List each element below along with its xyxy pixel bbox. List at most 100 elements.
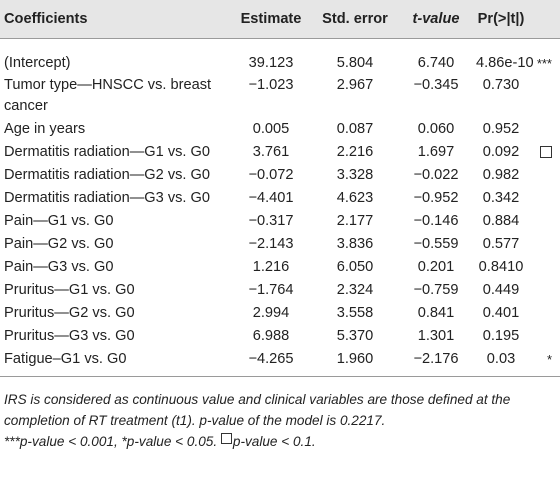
cell-significance: *** [536,55,552,71]
table-row: Dermatitis radiation—G2 vs. G0 −0.072 3.32… [0,164,560,187]
header-estimate: Estimate [232,0,310,39]
cell-estimate: 2.994 [252,304,290,321]
cell-significance [530,164,560,187]
table-row: Dermatitis radiation—G3 vs. G0 −4.401 4.62… [0,187,560,210]
table-row: Pain—G1 vs. G0 −0.317 2.177 −0.146 0.884 [0,210,560,233]
cell-significance [530,233,560,256]
table-row: Pruritus—G3 vs. G0 6.988 5.370 1.301 0.195 [0,325,560,348]
cell-coefficient-name: Pruritus—G3 vs. G0 [4,327,135,344]
cell-estimate: 1.216 [252,258,290,275]
cell-std-error: 5.370 [336,327,374,344]
cell-p-value: 0.449 [482,281,520,298]
cell-std-error: 3.328 [336,166,374,183]
cell-t-value: −0.146 [413,212,459,229]
cell-t-value: −0.952 [413,189,459,206]
table-row: Pain—G2 vs. G0 −2.143 3.836 −0.559 0.577 [0,233,560,256]
table-row: Fatigue–G1 vs. G0 −4.265 1.960 −2.176 0.03 * [0,347,560,377]
header-coefficients: Coefficients [0,0,232,39]
cell-estimate: 6.988 [252,327,290,344]
cell-std-error: 2.216 [336,143,374,160]
cell-p-value: 0.982 [482,166,520,183]
footnote-significance: ***p-value < 0.001, *p-value < 0.05. p-v… [4,431,556,452]
cell-coefficient-name: Pain—G1 vs. G0 [4,212,114,229]
cell-std-error: 3.558 [336,304,374,321]
cell-std-error: 1.960 [310,347,400,377]
cell-significance [530,187,560,210]
table-row: Tumor type—HNSCC vs. breast cancer −1.023… [0,74,560,118]
cell-coefficient-name: Dermatitis radiation—G3 vs. G0 [4,189,211,206]
cell-p-value: 0.401 [482,304,520,321]
cell-significance [530,118,560,141]
footnote-significance-levels: ***p-value < 0.001, *p-value < 0.05. [4,433,221,449]
cell-significance [530,279,560,302]
cell-t-value: 0.060 [417,120,455,137]
cell-significance [530,141,560,164]
cell-estimate: −0.317 [248,212,294,229]
footnote-marginal-level: p-value < 0.1. [232,433,316,449]
cell-estimate: −4.265 [232,347,310,377]
header-t-value: t-value [400,0,472,39]
cell-t-value: −0.759 [413,281,459,298]
cell-estimate: −1.764 [248,281,294,298]
cell-significance [530,302,560,325]
cell-p-value: 0.195 [482,327,520,344]
table-body: (Intercept) 39.123 5.804 6.740 4.86e-10 *** Tu… [0,38,560,377]
cell-std-error: 6.050 [336,258,374,275]
cell-t-value: 0.841 [417,304,455,321]
cell-std-error: 4.623 [336,189,374,206]
cell-coefficient-name: Pain—G2 vs. G0 [4,235,114,252]
cell-p-value: 0.342 [482,189,520,206]
cell-std-error: 0.087 [336,120,374,137]
cell-std-error: 2.324 [336,281,374,298]
cell-t-value: 1.697 [417,143,455,160]
cell-t-value: 0.201 [417,258,455,275]
cell-t-value: 1.301 [417,327,455,344]
table-row: Age in years 0.005 0.087 0.060 0.952 [0,118,560,141]
cell-coefficient-name: Pain—G3 vs. G0 [4,258,114,275]
coefficients-table: Coefficients Estimate Std. error t-value… [0,0,560,377]
table-header-row: Coefficients Estimate Std. error t-value… [0,0,560,39]
footnote-model: IRS is considered as continuous value an… [4,391,511,428]
cell-significance [530,210,560,233]
cell-t-value: −0.345 [413,76,459,93]
cell-std-error: 2.967 [336,76,374,93]
cell-coefficient-name: Fatigue–G1 vs. G0 [0,347,232,377]
cell-p-value: 0.03 [472,347,530,377]
table-row: Pruritus—G2 vs. G0 2.994 3.558 0.841 0.401 [0,302,560,325]
cell-std-error: 5.804 [336,54,374,71]
cell-t-value: 6.740 [417,54,455,71]
cell-p-value: 0.952 [482,120,520,137]
cell-coefficient-name: Tumor type—HNSCC vs. breast cancer [4,76,212,114]
cell-std-error: 2.177 [336,212,374,229]
table-row: Dermatitis radiation—G1 vs. G0 3.761 2.216… [0,141,560,164]
cell-estimate: −0.072 [248,166,294,183]
cell-estimate: −4.401 [248,189,294,206]
cell-significance [530,256,560,279]
square-marker-icon [220,432,232,444]
cell-significance [530,325,560,348]
cell-p-value: 4.86e-10 [476,54,534,71]
cell-coefficient-name: Dermatitis radiation—G1 vs. G0 [4,143,211,160]
cell-p-value: 0.092 [482,143,520,160]
cell-t-value: −0.559 [413,235,459,252]
cell-significance: * [530,347,560,377]
cell-estimate: −2.143 [248,235,294,252]
square-marker-icon [540,146,552,159]
cell-p-value: 0.730 [482,76,520,93]
cell-t-value: −2.176 [400,347,472,377]
cell-p-value: 0.884 [482,212,520,229]
cell-significance [530,74,560,118]
cell-coefficient-name: (Intercept) [4,54,71,71]
table-row: Pruritus—G1 vs. G0 −1.764 2.324 −0.759 0.449 [0,279,560,302]
cell-coefficient-name: Dermatitis radiation—G2 vs. G0 [4,166,211,183]
cell-estimate: 3.761 [252,143,290,160]
header-significance [530,0,560,39]
cell-estimate: 0.005 [252,120,290,137]
cell-p-value: 0.577 [482,235,520,252]
table-footnotes: IRS is considered as continuous value an… [0,377,560,452]
header-std-error: Std. error [310,0,400,39]
header-p-value: Pr(>|t|) [472,0,530,39]
table-row: Pain—G3 vs. G0 1.216 6.050 0.201 0.8410 [0,256,560,279]
cell-estimate: 39.123 [248,54,294,71]
